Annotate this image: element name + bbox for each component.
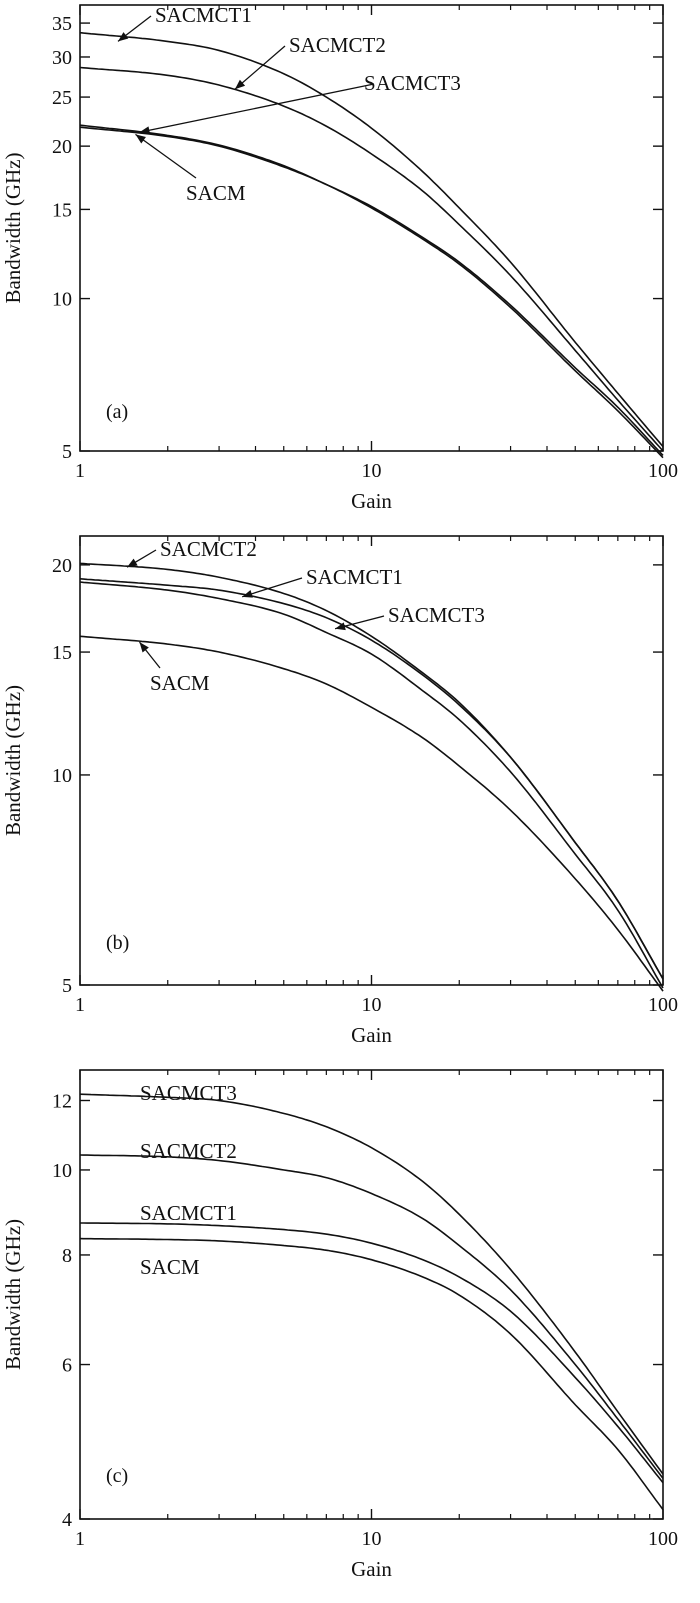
series-label-sacmct1: SACMCT1 (155, 3, 252, 27)
series-label-sacmct3: SACMCT3 (140, 1081, 237, 1105)
annotation-arrow-head (139, 126, 151, 135)
series-label-sacmct3: SACMCT3 (388, 603, 485, 627)
annotation-arrow-head (127, 558, 138, 568)
y-tick-label: 10 (52, 765, 72, 787)
x-axis-label: Gain (351, 1023, 392, 1047)
x-tick-label: 1 (75, 1528, 85, 1550)
series-label-sacm: SACM (140, 1255, 200, 1279)
y-tick-label: 20 (52, 555, 72, 577)
series-label-sacm: SACM (186, 181, 246, 205)
series-label-sacmct1: SACMCT1 (140, 1201, 237, 1225)
y-tick-label: 5 (62, 975, 72, 997)
y-tick-label: 15 (52, 199, 72, 221)
series-line-sacm (79, 1237, 664, 1511)
panel-label: (b) (106, 932, 129, 954)
panel-label: (c) (106, 1465, 128, 1487)
chart-panel-1: 1 10 100 5 10 15 20 25 30 35 Gain Bandwidth (GHz) SA… (1, 3, 678, 513)
annotation-arrow-head (139, 642, 149, 653)
y-tick-label: 25 (52, 87, 72, 109)
annotation-arrow-line (135, 133, 197, 179)
y-tick-label: 30 (52, 47, 72, 69)
series-label-sacm: SACM (150, 671, 210, 695)
series-label-sacmct2: SACMCT2 (289, 33, 386, 57)
y-tick-label: 15 (52, 642, 72, 664)
plot-frame (79, 1069, 664, 1520)
annotation-arrow-line (139, 83, 375, 133)
series-line-sacmct1 (80, 1222, 664, 1484)
series-label-sacmct2: SACMCT2 (140, 1139, 237, 1163)
y-tick-label: 6 (62, 1355, 72, 1377)
x-tick-label: 10 (362, 460, 382, 482)
chart-panel-2: 1 10 100 5 10 15 20 Gain Bandwidth (GHz) SACMCT2 S… (1, 535, 678, 1047)
series-line-sacmct1 (79, 578, 664, 980)
series-line-sacmct2 (79, 66, 664, 452)
y-tick-label: 8 (62, 1245, 72, 1267)
annotation-arrow-head (234, 79, 246, 90)
x-tick-label: 100 (648, 460, 678, 482)
annotation-arrow-head (335, 622, 346, 631)
chart-panel-3: 1 10 100 4 6 8 10 12 Gain Bandwidth (GHz) SACMCT3 S… (1, 1069, 678, 1581)
x-tick-label: 100 (648, 1528, 678, 1550)
x-tick-label: 10 (362, 1528, 382, 1550)
y-tick-label: 20 (52, 136, 72, 158)
x-axis-label: Gain (351, 489, 392, 513)
series-label-sacmct3: SACMCT3 (364, 71, 461, 95)
x-tick-label: 1 (75, 460, 85, 482)
series-line-sacmct1 (79, 31, 664, 448)
y-tick-label: 10 (52, 289, 72, 311)
series-line-sacmct2 (79, 562, 664, 980)
series-line-sacm (79, 126, 664, 459)
y-tick-label: 12 (52, 1090, 72, 1112)
series-line-sacmct3 (79, 1093, 664, 1475)
annotation-arrow-line (234, 45, 286, 90)
y-axis-label: Bandwidth (GHz) (1, 1219, 25, 1370)
series-label-sacmct2: SACMCT2 (160, 537, 257, 561)
series-line-sacmct3 (79, 581, 664, 989)
x-axis-label: Gain (351, 1557, 392, 1581)
x-tick-label: 100 (648, 994, 678, 1016)
x-tick-label: 1 (75, 994, 85, 1016)
y-axis-label: Bandwidth (GHz) (1, 152, 25, 303)
y-axis-label: Bandwidth (GHz) (1, 685, 25, 836)
annotation-arrow-head (135, 134, 146, 144)
y-tick-label: 5 (62, 441, 72, 463)
annotation-arrow-head (117, 32, 129, 42)
x-tick-label: 10 (362, 994, 382, 1016)
panel-label: (a) (106, 401, 128, 423)
y-tick-label: 4 (62, 1509, 72, 1531)
series-label-sacmct1: SACMCT1 (306, 565, 403, 589)
series-line-sacm (79, 635, 664, 992)
annotation-arrow-line (241, 577, 303, 598)
y-tick-label: 10 (52, 1160, 72, 1182)
series-line-sacmct2 (79, 1154, 664, 1479)
series-line-sacmct3 (79, 124, 664, 456)
annotation-arrow-head (242, 589, 253, 598)
y-tick-label: 35 (52, 13, 72, 35)
plot-frame (79, 535, 664, 986)
